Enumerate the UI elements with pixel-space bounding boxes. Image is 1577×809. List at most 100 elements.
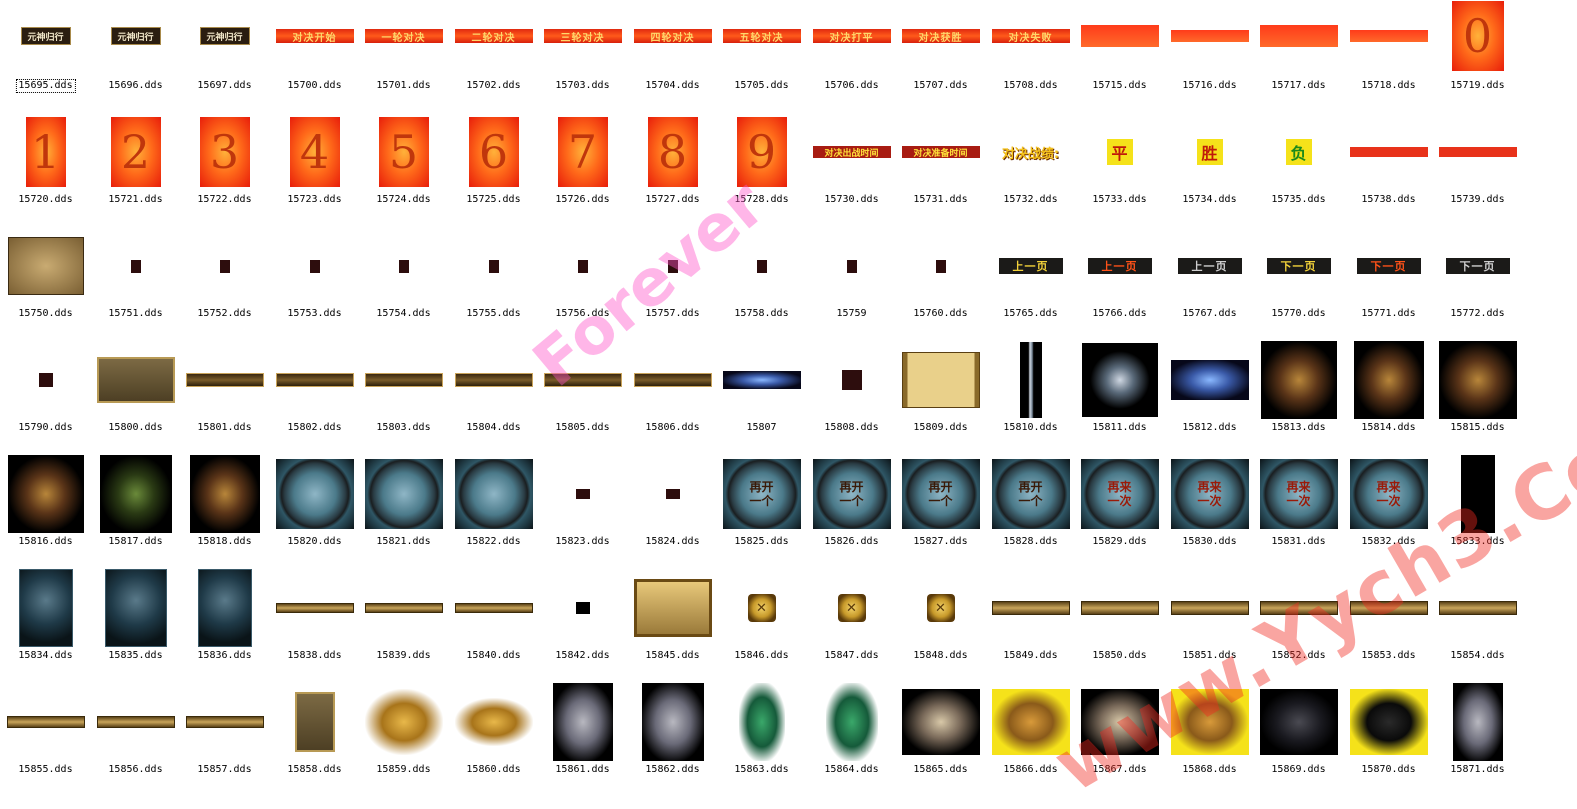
thumbnail-image[interactable] [104, 569, 167, 647]
file-thumbnail[interactable]: 15858.dds [270, 684, 359, 798]
thumbnail-image[interactable] [1080, 25, 1159, 47]
file-thumbnail[interactable]: 15810.dds [986, 342, 1075, 456]
file-thumbnail[interactable]: 15821.dds [359, 456, 448, 570]
file-name-label[interactable]: 15815.dds [1450, 422, 1505, 433]
thumbnail-image[interactable]: 8 [647, 117, 698, 187]
file-name-label[interactable]: 15858.dds [287, 764, 342, 775]
file-name-label[interactable]: 15770.dds [1271, 308, 1326, 319]
thumbnail-image[interactable]: 平 [1106, 139, 1133, 165]
thumbnail-image[interactable]: ✕ [926, 594, 955, 622]
file-thumbnail[interactable]: 15738.dds [1344, 114, 1433, 228]
file-name-label[interactable]: 15820.dds [287, 536, 342, 547]
file-name-label[interactable]: 15838.dds [287, 650, 342, 661]
thumbnail-image[interactable] [185, 373, 264, 387]
file-thumbnail[interactable]: 再开一个 15825.dds [717, 456, 806, 570]
thumbnail-image[interactable] [189, 455, 260, 533]
file-name-label[interactable]: 15701.dds [376, 80, 431, 91]
file-thumbnail[interactable]: 15853.dds [1344, 570, 1433, 684]
file-thumbnail[interactable]: 15760.dds [896, 228, 985, 342]
thumbnail-image[interactable]: 9 [736, 117, 787, 187]
file-name-label[interactable]: 15752.dds [197, 308, 252, 319]
thumbnail-image[interactable]: 2 [110, 117, 161, 187]
thumbnail-image[interactable]: ✕ [747, 594, 776, 622]
file-name-label[interactable]: 15722.dds [197, 194, 252, 205]
file-name-label[interactable]: 15867.dds [1092, 764, 1147, 775]
file-name-label[interactable]: 15808.dds [824, 422, 879, 433]
file-name-label[interactable]: 15856.dds [108, 764, 163, 775]
file-thumbnail[interactable]: 15718.dds [1344, 0, 1433, 114]
file-name-label[interactable]: 15812.dds [1182, 422, 1237, 433]
file-name-label[interactable]: 15753.dds [287, 308, 342, 319]
thumbnail-image[interactable] [722, 371, 801, 389]
thumbnail-image[interactable]: 胜 [1196, 139, 1223, 165]
file-thumbnail[interactable]: 15852.dds [1254, 570, 1343, 684]
thumbnail-image[interactable] [575, 489, 590, 499]
thumbnail-image[interactable] [1349, 147, 1428, 157]
file-thumbnail[interactable]: 15833.dds [1433, 455, 1522, 570]
file-name-label[interactable]: 15825.dds [734, 536, 789, 547]
thumbnail-image[interactable]: 一轮对决 [364, 29, 443, 43]
file-name-label[interactable]: 15851.dds [1182, 650, 1237, 661]
thumbnail-image[interactable]: 元神归行 [20, 27, 71, 45]
thumbnail-image[interactable] [309, 260, 320, 273]
file-thumbnail[interactable]: 上一页 15766.dds [1075, 228, 1164, 342]
thumbnail-image[interactable]: 上一页 [1087, 258, 1152, 274]
thumbnail-image[interactable] [275, 373, 354, 387]
file-thumbnail[interactable]: 5 15724.dds [359, 114, 448, 228]
file-name-label[interactable]: 15718.dds [1361, 80, 1416, 91]
file-thumbnail[interactable]: 15854.dds [1433, 570, 1522, 684]
file-name-label[interactable]: 15725.dds [466, 194, 521, 205]
file-name-label[interactable]: 15724.dds [376, 194, 431, 205]
file-thumbnail[interactable]: 再来一次 15831.dds [1254, 456, 1343, 570]
file-name-label[interactable]: 15835.dds [108, 650, 163, 661]
file-thumbnail[interactable]: 15817.dds [91, 455, 180, 570]
file-name-label[interactable]: 15800.dds [108, 422, 163, 433]
file-thumbnail[interactable]: 15802.dds [270, 342, 359, 456]
file-name-label[interactable]: 15706.dds [824, 80, 879, 91]
thumbnail-image[interactable] [1452, 683, 1503, 761]
file-thumbnail[interactable]: 三轮对决 15703.dds [538, 0, 627, 114]
thumbnail-image[interactable] [18, 569, 73, 647]
thumbnail-image[interactable] [738, 683, 785, 761]
file-thumbnail[interactable]: 15790.dds [1, 342, 90, 456]
file-thumbnail[interactable]: 15863.dds [717, 683, 806, 798]
file-name-label[interactable]: 15849.dds [1003, 650, 1058, 661]
file-name-label[interactable]: 15830.dds [1182, 536, 1237, 547]
file-name-label[interactable]: 15803.dds [376, 422, 431, 433]
file-name-label[interactable]: 15836.dds [197, 650, 252, 661]
file-thumbnail[interactable]: 15803.dds [359, 342, 448, 456]
thumbnail-image[interactable] [1260, 341, 1337, 419]
file-thumbnail[interactable]: 6 15725.dds [449, 114, 538, 228]
thumbnail-image[interactable] [1170, 30, 1249, 42]
thumbnail-image[interactable] [667, 260, 678, 273]
thumbnail-image[interactable]: 三轮对决 [543, 29, 622, 43]
file-name-label[interactable]: 15859.dds [376, 764, 431, 775]
file-name-label[interactable]: 15833.dds [1450, 536, 1505, 547]
thumbnail-image[interactable] [185, 716, 264, 728]
file-name-label[interactable]: 15733.dds [1092, 194, 1147, 205]
file-thumbnail[interactable]: 15811.dds [1075, 342, 1164, 456]
file-name-label[interactable]: 15727.dds [645, 194, 700, 205]
thumbnail-image[interactable]: 再开一个 [812, 459, 891, 529]
file-thumbnail[interactable]: 15752.dds [180, 228, 269, 342]
file-thumbnail[interactable]: 15806.dds [628, 342, 717, 456]
file-name-label[interactable]: 15715.dds [1092, 80, 1147, 91]
file-thumbnail[interactable]: 对决战绩: 15732.dds [986, 114, 1075, 228]
thumbnail-image[interactable] [219, 260, 230, 273]
thumbnail-image[interactable]: 元神归行 [110, 27, 161, 45]
file-thumbnail[interactable]: 4 15723.dds [270, 114, 359, 228]
file-name-label[interactable]: 15847.dds [824, 650, 879, 661]
file-name-label[interactable]: 15695.dds [15, 79, 76, 93]
thumbnail-image[interactable] [991, 689, 1070, 755]
file-name-label[interactable]: 15704.dds [645, 80, 700, 91]
file-name-label[interactable]: 15716.dds [1182, 80, 1237, 91]
file-name-label[interactable]: 15807 [746, 422, 777, 433]
file-thumbnail[interactable]: 平 15733.dds [1075, 114, 1164, 228]
thumbnail-image[interactable]: 对决失败 [991, 29, 1070, 43]
thumbnail-image[interactable]: 1 [25, 117, 66, 187]
file-name-label[interactable]: 15824.dds [645, 536, 700, 547]
file-name-label[interactable]: 15828.dds [1003, 536, 1058, 547]
thumbnail-image[interactable] [96, 716, 175, 728]
file-thumbnail[interactable]: 15842.dds [538, 570, 627, 684]
file-thumbnail[interactable]: 15809.dds [896, 342, 985, 456]
